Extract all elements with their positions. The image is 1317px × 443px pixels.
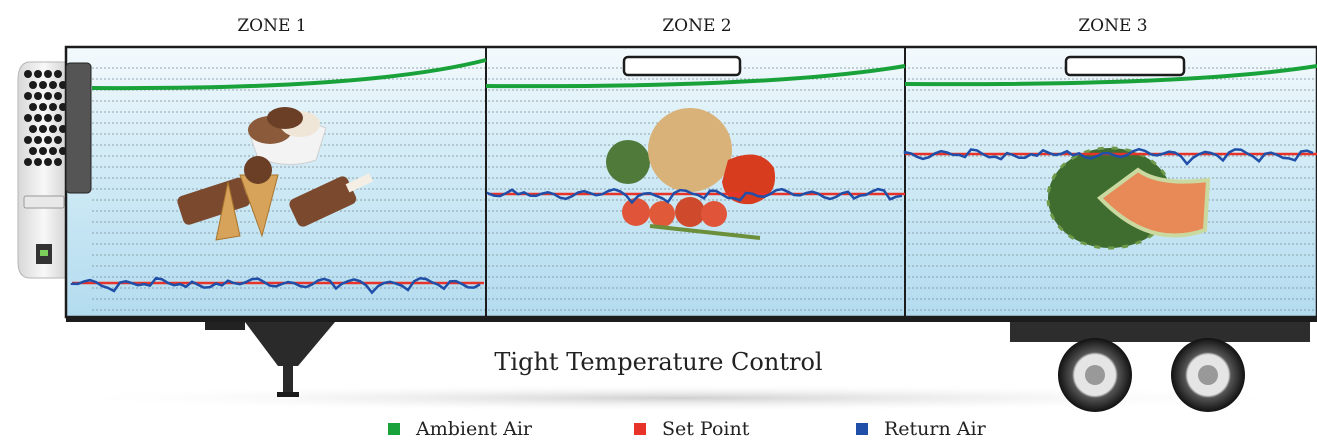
legend-swatch-return bbox=[856, 423, 868, 435]
vegetables-icon bbox=[606, 108, 776, 240]
ground-shadow bbox=[40, 384, 1317, 412]
legend-label-setpoint: Set Point bbox=[662, 418, 750, 440]
legend: Ambient Air Set Point Return Air bbox=[0, 418, 1317, 443]
legend-label-return: Return Air bbox=[884, 418, 986, 440]
zone-3-label: ZONE 3 bbox=[1078, 16, 1148, 36]
temperature-lines bbox=[70, 58, 1317, 295]
legend-swatch-setpoint bbox=[634, 423, 646, 435]
refrigeration-unit bbox=[17, 61, 71, 279]
wheel-icon bbox=[1171, 338, 1245, 412]
wheel-icon bbox=[1058, 338, 1132, 412]
vent-grille-icon bbox=[24, 70, 67, 166]
zone-2-vent bbox=[622, 55, 742, 77]
ice-cream-icon bbox=[177, 107, 373, 241]
door-handle bbox=[65, 62, 92, 194]
zone-2-label: ZONE 2 bbox=[662, 16, 732, 36]
diagram-caption: Tight Temperature Control bbox=[494, 348, 823, 376]
legend-swatch-ambient bbox=[388, 423, 400, 435]
legend-item-setpoint: Set Point bbox=[634, 418, 749, 440]
landing-gear bbox=[205, 322, 335, 397]
legend-item-ambient: Ambient Air bbox=[388, 418, 532, 440]
legend-label-ambient: Ambient Air bbox=[416, 418, 533, 440]
zone-3-vent bbox=[1064, 55, 1186, 77]
melon-icon bbox=[1046, 146, 1211, 250]
legend-item-return: Return Air bbox=[856, 418, 986, 440]
unit-badge bbox=[23, 195, 65, 209]
zone-1-label: ZONE 1 bbox=[237, 16, 307, 36]
rear-axle bbox=[1010, 322, 1310, 412]
trailer-floor bbox=[66, 316, 1317, 322]
